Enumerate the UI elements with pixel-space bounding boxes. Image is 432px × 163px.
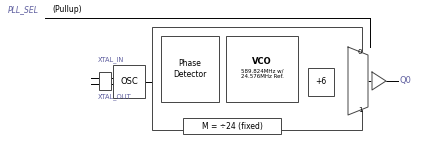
Text: Phase
Detector: Phase Detector	[173, 59, 206, 79]
Polygon shape	[372, 72, 386, 90]
Text: M = ÷24 (fixed): M = ÷24 (fixed)	[202, 121, 262, 131]
Text: XTAL_IN: XTAL_IN	[98, 56, 124, 63]
Text: (Pullup): (Pullup)	[52, 6, 82, 15]
Text: OSC: OSC	[120, 77, 138, 86]
Text: PLL_SEL: PLL_SEL	[8, 6, 39, 15]
Text: 1: 1	[358, 107, 362, 113]
Bar	[308, 68, 334, 96]
Bar	[152, 27, 362, 130]
Text: +6: +6	[315, 77, 327, 87]
Text: 589.824MHz w/
24.576MHz Ref.: 589.824MHz w/ 24.576MHz Ref.	[241, 69, 283, 79]
Bar	[99, 72, 111, 90]
Bar	[161, 36, 219, 102]
Text: XTAL_OUT: XTAL_OUT	[98, 93, 132, 100]
Bar	[226, 36, 298, 102]
Polygon shape	[348, 47, 368, 115]
Bar	[183, 118, 281, 134]
Bar	[113, 65, 145, 98]
Text: VCO: VCO	[252, 58, 272, 67]
Text: Q0: Q0	[400, 76, 412, 86]
Text: 0: 0	[358, 49, 362, 55]
